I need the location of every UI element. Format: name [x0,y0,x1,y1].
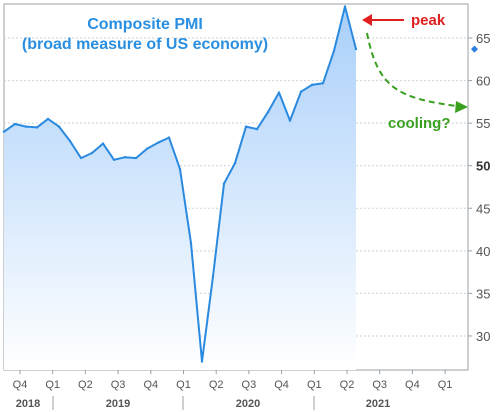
data-point [13,122,17,126]
x-year-label: 2019 [106,398,130,410]
data-point [266,110,270,114]
data-point [24,125,28,128]
x-axis-ticks: Q4 Q1 Q2 Q3 Q4 Q1 Q2 Q3 Q4 Q1 Q2 Q3 Q4 Q1 [13,370,453,391]
data-point [35,126,39,129]
y-tick-label: 40 [476,244,490,259]
data-point [354,47,358,51]
peak-arrow-head [362,14,372,26]
data-point [167,136,171,139]
y-tick-label: 30 [476,329,490,344]
data-point [244,125,248,128]
data-point [112,158,116,161]
x-tick-label: Q4 [13,379,28,391]
data-point [189,241,193,245]
cooling-arrow-head [455,101,468,113]
data-point [134,156,138,160]
data-point [156,141,160,144]
x-tick-label: Q3 [372,379,387,391]
data-point [299,90,303,93]
x-tick-label: Q2 [340,379,355,391]
data-point [145,147,149,150]
y-tick-label: 35 [476,286,490,301]
data-point [90,151,94,155]
last-value-marker [470,45,479,53]
x-tick-label: Q1 [438,379,453,391]
data-point [101,142,105,145]
chart-subtitle: (broad measure of US economy) [22,36,268,53]
data-point [310,83,314,87]
pmi-data-points [2,5,358,363]
y-axis-ticks: 30 35 40 45 50 55 60 65 [468,31,490,344]
pmi-area [4,6,356,370]
data-point [288,119,292,122]
x-tick-label: Q3 [242,379,257,391]
y-tick-label: 55 [476,116,490,131]
data-point [321,81,325,85]
data-point [211,275,215,278]
chart-title: Composite PMI [87,16,203,33]
x-tick-label: Q1 [307,379,322,391]
data-point [200,360,204,363]
data-point [178,167,182,171]
data-point [2,130,6,133]
cooling-annotation: cooling? [388,115,451,132]
data-point [46,117,50,121]
peak-annotation: peak [411,12,446,29]
data-point [123,156,127,159]
data-point [222,182,226,185]
data-point [332,49,336,53]
y-tick-label: 60 [476,74,490,89]
data-point [57,125,61,128]
x-tick-label: Q4 [274,379,289,391]
x-tick-label: Q4 [143,379,158,391]
cooling-arrow-shaft [366,32,457,107]
x-tick-label: Q1 [45,379,60,391]
data-point [233,161,237,165]
y-tick-label: 45 [476,201,490,216]
x-year-label: 2021 [366,398,390,410]
x-tick-label: Q4 [405,379,420,391]
x-year-label: 2018 [16,398,40,410]
x-tick-label: Q2 [209,379,224,391]
data-point [255,127,259,131]
y-tick-label: 50 [476,159,490,174]
x-tick-label: Q1 [176,379,191,391]
data-point [277,91,281,94]
x-year-label: 2020 [236,398,260,410]
x-axis-years: 2018 2019 2020 2021 [16,396,390,410]
data-point [79,156,83,160]
data-point [68,139,72,143]
x-tick-label: Q2 [78,379,93,391]
y-tick-label: 65 [476,31,490,46]
data-point [343,5,347,8]
x-tick-label: Q3 [111,379,126,391]
